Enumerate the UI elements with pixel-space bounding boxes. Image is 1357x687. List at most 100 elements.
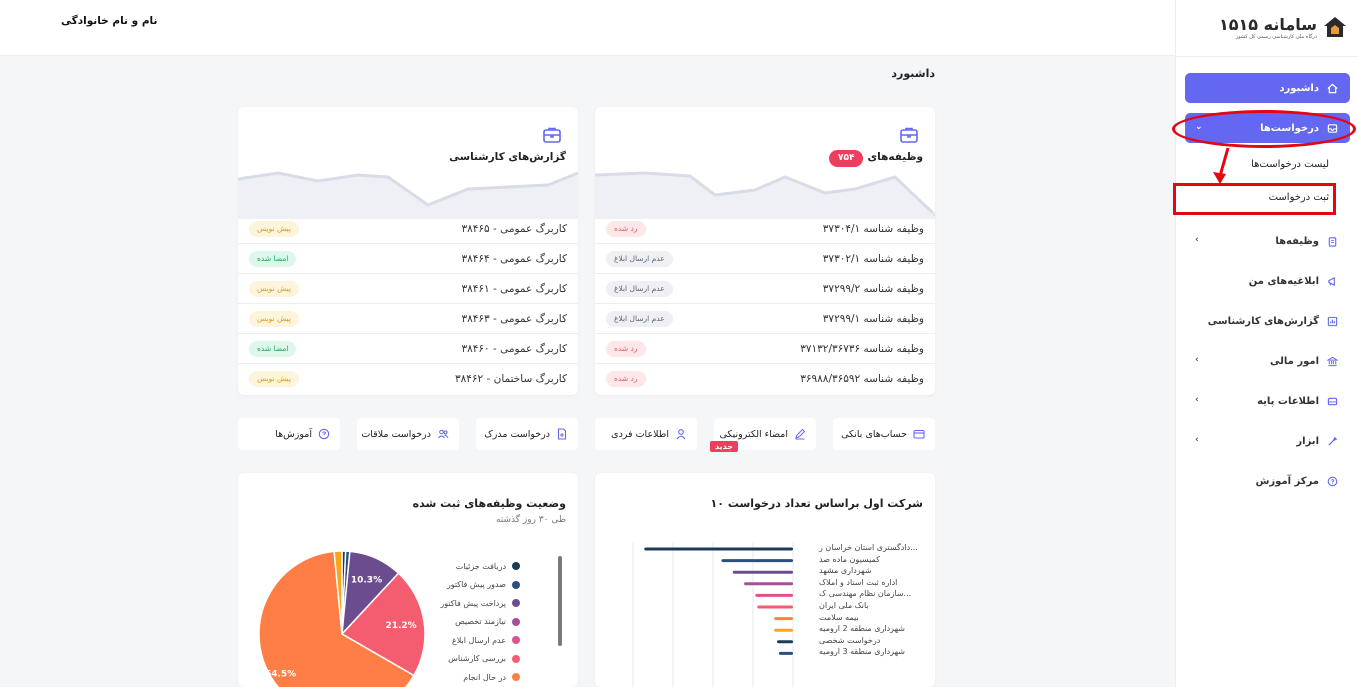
user-name[interactable]: نام و نام خانوادگی [61, 15, 158, 27]
page-title: داشبورد [891, 67, 935, 80]
help-icon [318, 428, 330, 440]
sidebar-item-label: مرکز آموزش [1255, 475, 1319, 487]
bar-category-label: شهرداری منطقه 3 ارومیه [819, 647, 905, 657]
button-label: حساب‌های بانکی [841, 428, 907, 440]
bar[interactable] [732, 570, 793, 574]
list-item-label: کاربرگ عمومی - ۳۸۴۶۱ [461, 282, 567, 295]
list-item[interactable]: پیش نویس کاربرگ عمومی - ۳۸۴۶۱ [238, 273, 578, 303]
pie-slice[interactable] [258, 550, 415, 687]
sidebar-item-training-center[interactable]: مرکز آموزش [1185, 466, 1350, 496]
list-item-label: کاربرگ عمومی - ۳۸۴۶۳ [461, 312, 567, 325]
list-item-label: وظیفه شناسه ۳۷۳۰۲/۱ [822, 252, 924, 265]
bar-category-label: شهرداری منطقه 2 ارومیه [819, 624, 905, 634]
sidebar-item-basic-info[interactable]: ‹ اطلاعات پایه [1185, 386, 1350, 416]
drive-icon [1326, 395, 1338, 407]
legend-dot [512, 580, 520, 589]
document-request-button[interactable]: درخواست مدرک [476, 418, 578, 450]
sidebar-item-expert-reports[interactable]: گزارش‌های کارشناسی [1185, 306, 1350, 336]
legend-label: پرداخت پیش فاکتور [440, 598, 506, 608]
annotation-rect [1173, 183, 1336, 215]
sidebar-subitem-label: لیست درخواست‌ها [1251, 158, 1329, 170]
users-icon [437, 428, 449, 440]
bar-category-label: شهرداری مشهد [819, 566, 872, 576]
personal-info-button[interactable]: اطلاعات فردی [595, 418, 697, 450]
bar[interactable] [721, 559, 793, 563]
sidebar-item-label: گزارش‌های کارشناسی [1207, 315, 1319, 327]
legend-item[interactable]: بررسی کارشناس [400, 650, 520, 669]
list-item-label: کاربرگ ساختمان - ۳۸۴۶۲ [454, 372, 567, 385]
pie-slice[interactable] [340, 572, 426, 677]
sidebar-item-notices[interactable]: ابلاغیه‌های من [1185, 266, 1350, 296]
sidebar-item-label: وظیفه‌ها [1275, 235, 1319, 247]
sidebar-item-tasks[interactable]: ‹ وظیفه‌ها [1185, 226, 1350, 256]
bar[interactable] [774, 628, 793, 632]
legend-item[interactable]: پرداخت پیش فاکتور [400, 594, 520, 613]
pie-slice[interactable] [333, 550, 343, 635]
list-item[interactable]: امضا شده کاربرگ عمومی - ۳۸۴۶۴ [238, 243, 578, 273]
list-item[interactable]: پیش نویس کاربرگ عمومی - ۳۸۴۶۳ [238, 303, 578, 333]
annotation-ellipse [1172, 110, 1356, 148]
sidebar-subitem-label: ثبت درخواست [1268, 191, 1329, 203]
legend-label: صدور پیش فاکتور [446, 580, 506, 590]
legend-item[interactable]: صدور پیش فاکتور [400, 576, 520, 595]
list-item[interactable]: رد شده وظیفه شناسه ۳۷۱۳۲/۳۶۷۳۶ [595, 333, 935, 363]
sidebar-subitem-new-request[interactable]: ثبت درخواست [1185, 184, 1335, 210]
list-item[interactable]: پیش نویس کاربرگ عمومی - ۳۸۴۶۵ [238, 213, 578, 243]
bar[interactable] [755, 593, 793, 597]
list-item[interactable]: پیش نویس کاربرگ ساختمان - ۳۸۴۶۲ [238, 363, 578, 393]
list-item-label: وظیفه شناسه ۳۶۹۸۸/۳۶۵۹۲ [800, 372, 924, 385]
task-status-chart-card: وضعیت وظیفه‌های ثبت شده طی ۳۰ روز گذشته … [238, 473, 578, 687]
user-icon [675, 428, 687, 440]
logo-house-icon [1324, 17, 1346, 37]
legend-dot [512, 654, 520, 663]
status-badge: امضا شده [249, 250, 297, 267]
pie-chart-subtitle: طی ۳۰ روز گذشته [495, 515, 566, 525]
legend-item[interactable]: دریافت جزئیات [400, 557, 520, 576]
list-item[interactable]: عدم ارسال ابلاغ وظیفه شناسه ۳۷۲۹۹/۲ [595, 273, 935, 303]
bank-accounts-button[interactable]: حساب‌های بانکی [833, 418, 935, 450]
bar-category-label: کمیسیون ماده صد [819, 554, 880, 564]
status-badge: رد شده [606, 220, 646, 237]
status-badge: پیش نویس [249, 220, 299, 237]
list-item-label: وظیفه شناسه ۳۷۲۹۹/۲ [822, 282, 924, 295]
legend-label: عدم ارسال ابلاغ [451, 635, 506, 645]
chevron-left-icon: ‹ [1195, 395, 1199, 405]
list-item[interactable]: امضا شده کاربرگ عمومی - ۳۸۴۶۰ [238, 333, 578, 363]
bar-category-label: سازمان نظام مهندسی ک... [819, 589, 912, 599]
reports-card-title: گزارش‌های کارشناسی [449, 151, 566, 163]
list-item[interactable]: رد شده وظیفه شناسه ۳۷۳۰۴/۱ [595, 213, 935, 243]
legend-item[interactable]: نیازمند تخصیص [400, 613, 520, 632]
bar[interactable] [644, 547, 793, 551]
bar[interactable] [774, 617, 793, 621]
card-icon [913, 428, 925, 440]
list-item[interactable]: عدم ارسال ابلاغ وظیفه شناسه ۳۷۲۹۹/۱ [595, 303, 935, 333]
bar[interactable] [744, 582, 793, 586]
meeting-request-button[interactable]: درخواست ملاقات [357, 418, 459, 450]
bank-icon [1326, 355, 1338, 367]
sidebar-item-finance[interactable]: ‹ امور مالی [1185, 346, 1350, 376]
sidebar-item-tools[interactable]: ‹ ابزار [1185, 426, 1350, 456]
sidebar-item-label: اطلاعات پایه [1257, 395, 1319, 407]
sidebar-subitem-request-list[interactable]: لیست درخواست‌ها [1185, 151, 1335, 177]
status-badge: رد شده [606, 370, 646, 387]
tasks-card-title: وظیفه‌های من [847, 151, 923, 163]
button-label: آموزش‌ها [275, 428, 312, 440]
list-item[interactable]: عدم ارسال ابلاغ وظیفه شناسه ۳۷۳۰۲/۱ [595, 243, 935, 273]
status-badge: عدم ارسال ابلاغ [606, 310, 673, 327]
legend-dot [512, 636, 520, 645]
legend-item[interactable]: در حال انجام [400, 668, 520, 687]
pie-data-label: 64.5% [265, 669, 296, 679]
bar[interactable] [757, 605, 793, 609]
list-item-label: کاربرگ عمومی - ۳۸۴۶۰ [461, 342, 567, 355]
tutorials-button[interactable]: آموزش‌ها [238, 418, 340, 450]
button-label: امضاء الکترونیکی [719, 428, 789, 440]
bar[interactable] [777, 640, 793, 644]
sidebar-item-dashboard[interactable]: داشبورد [1185, 73, 1350, 103]
logo[interactable]: سامانه ۱۵۱۵ درگاه ملی کارشناسی رسمی کل ک… [1207, 10, 1347, 44]
list-item[interactable]: رد شده وظیفه شناسه ۳۶۹۸۸/۳۶۵۹۲ [595, 363, 935, 393]
legend-scrollbar[interactable] [558, 556, 562, 646]
list-item-label: وظیفه شناسه ۳۷۳۰۴/۱ [822, 222, 924, 235]
bar[interactable] [778, 651, 793, 655]
bar-category-label: دادگستری استان خراسان ر... [819, 543, 918, 552]
legend-item[interactable]: عدم ارسال ابلاغ [400, 631, 520, 650]
